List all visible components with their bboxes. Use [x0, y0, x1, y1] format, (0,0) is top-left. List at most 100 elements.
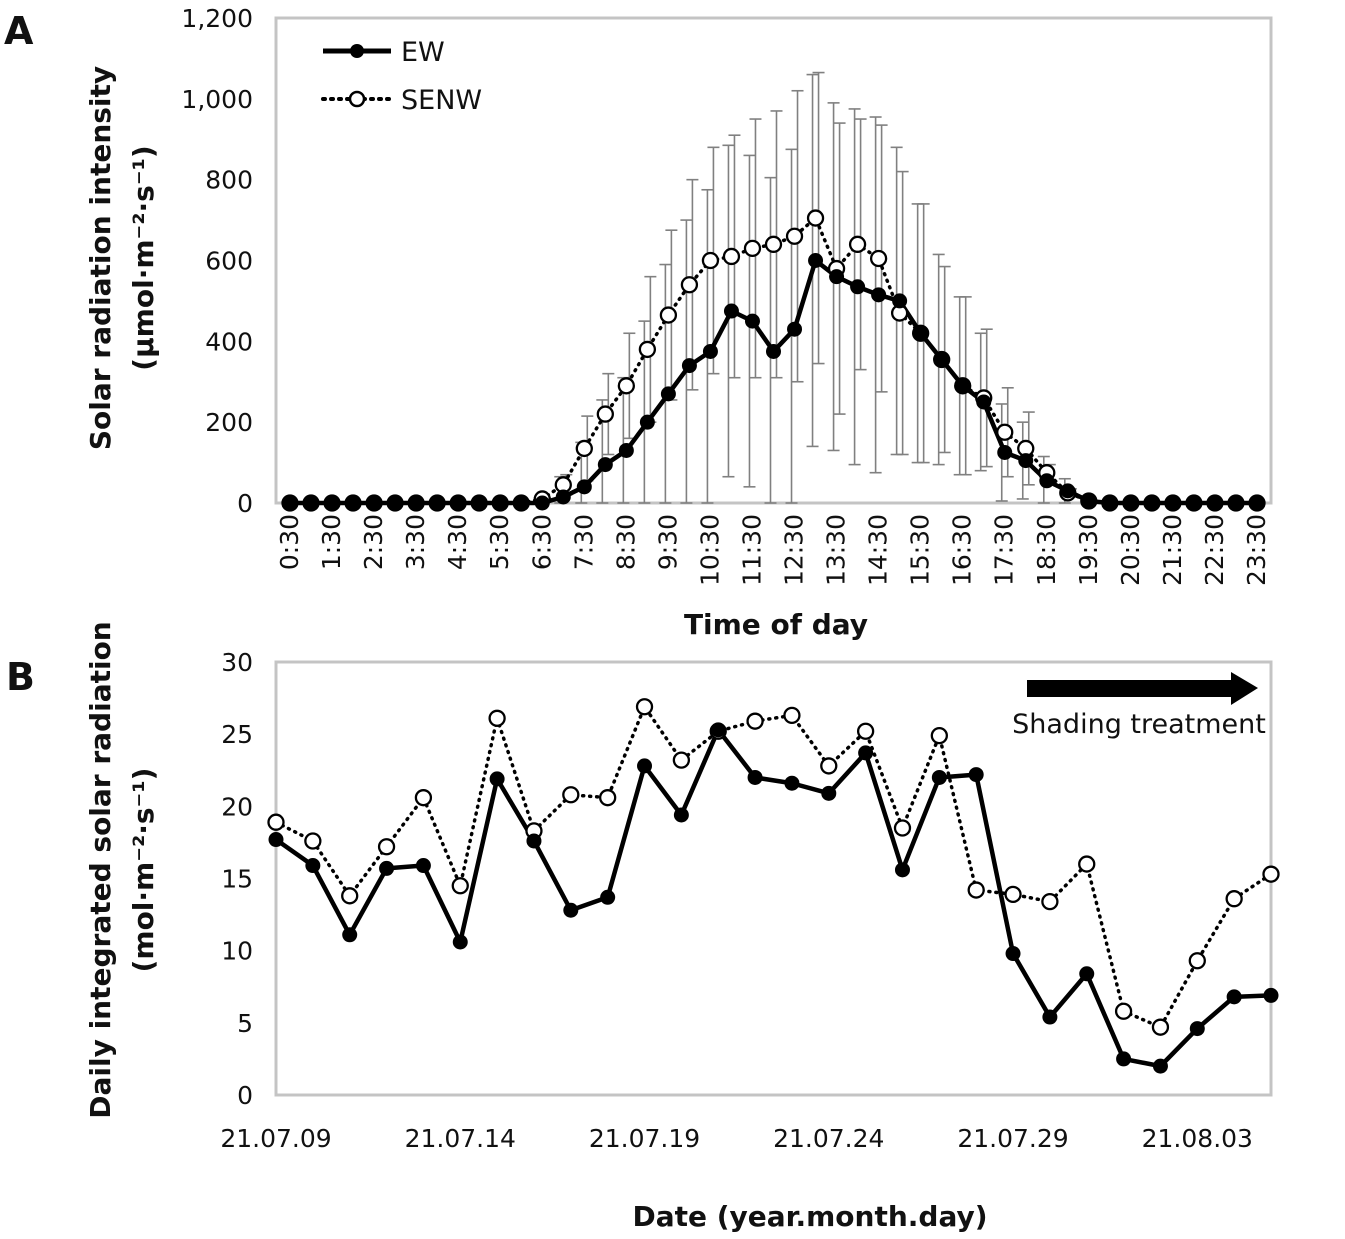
panel-a-ew-point: [702, 343, 718, 359]
panel-b-letter: B: [6, 655, 35, 699]
shading-arrow-shaft: [1027, 680, 1233, 697]
panel-a-ew-point: [955, 378, 971, 394]
panel-b-senw-point: [856, 722, 875, 740]
panel-a-ew-point: [681, 358, 697, 374]
panel-a-chart: 0 200 400 600 800 1,000 1,200 0:30 1:30 2:30 3:30…: [84, 4, 1273, 641]
panel-b-x-tick-label: 21.07.19: [589, 1124, 700, 1153]
panel-b-ew-point: [894, 862, 910, 878]
panel-a-x-tick-label: 3:30: [401, 514, 430, 570]
shading-treatment-label: Shading treatment: [1012, 709, 1266, 740]
panel-b-y-tick-label: 15: [221, 865, 253, 894]
panel-b-ew-point: [747, 769, 763, 785]
panel-b-x-tick-label: 21.07.29: [957, 1124, 1068, 1153]
panel-a-senw-point: [848, 235, 867, 253]
panel-a-ew-point: [1165, 495, 1181, 511]
panel-a-x-tick-label: 19:30: [1074, 514, 1103, 586]
panel-b-senw-point: [488, 709, 506, 727]
panel-a-senw-point: [596, 405, 614, 423]
panel-b-ew-point: [379, 860, 395, 876]
panel-a-ew-point: [282, 495, 298, 511]
panel-b-senw-point: [672, 751, 691, 769]
panel-a-ew-point: [1249, 495, 1265, 511]
panel-a-ew-point: [744, 313, 760, 329]
panel-b-senw-point: [451, 877, 469, 895]
panel-a-senw-point: [617, 377, 635, 395]
panel-b-senw-point: [377, 838, 396, 856]
panel-b-x-axis-title: Date (year.month.day): [632, 1200, 987, 1233]
panel-a-ew-point: [934, 352, 950, 368]
panel-a-x-tick-label: 4:30: [443, 514, 472, 570]
panel-b-x-tick-label: 21.07.09: [220, 1124, 331, 1153]
panel-a-ew-point: [787, 321, 803, 337]
panel-a-senw-point: [722, 247, 741, 266]
panel-b-senw-point: [967, 881, 985, 899]
panel-b-senw-point: [746, 712, 764, 730]
panel-b-ew-point: [784, 775, 800, 791]
panel-a-ew-point: [345, 495, 361, 511]
panel-a-ew-point: [303, 495, 319, 511]
panel-a-x-tick-label: 15:30: [906, 514, 935, 586]
panel-b-senw-point: [820, 757, 838, 775]
panel-a-ew-point: [618, 442, 634, 458]
panel-b-y-tick-label: 30: [221, 648, 253, 677]
panel-b-senw-point: [930, 726, 948, 745]
panel-b-ew-point: [858, 745, 874, 761]
panel-a-ew-point: [829, 269, 845, 285]
panel-b-ew-point: [1079, 966, 1095, 982]
panel-a-legend: EW SENW: [321, 37, 482, 116]
panel-a-x-tick-label: 20:30: [1116, 514, 1145, 586]
panel-a-ew-point: [723, 303, 739, 319]
panel-b-ew-point: [268, 832, 284, 848]
panel-a-x-tick-label: 8:30: [611, 514, 640, 570]
panel-a-letter: A: [4, 9, 34, 53]
panel-a-ew-point: [1018, 453, 1034, 469]
panel-b-senw-point: [893, 819, 912, 837]
panel-b-senw-point: [635, 698, 654, 716]
panel-a-x-tick-label: 11:30: [737, 514, 766, 586]
panel-b-ew-point: [1116, 1051, 1132, 1067]
panel-a-ew-point: [997, 444, 1013, 460]
panel-a-ew-point: [1228, 495, 1244, 511]
panel-b-ew-point: [1263, 987, 1279, 1003]
panel-a-ew-point: [576, 479, 592, 495]
panel-a-senw-point: [743, 239, 762, 258]
panel-b-senw-point: [267, 813, 285, 831]
panel-a-ew-point: [850, 279, 866, 295]
panel-b-ew-point: [600, 889, 616, 905]
panel-b-ew-point: [1005, 946, 1021, 962]
panel-b-ew-point: [673, 807, 689, 823]
panel-a-ew-point: [408, 495, 424, 511]
panel-a-data-points: [281, 209, 1266, 512]
legend-senw-marker: [348, 90, 366, 108]
panel-a-ew-point: [387, 495, 403, 511]
panel-a-senw-point: [680, 276, 699, 294]
panel-a-senw-point: [869, 249, 888, 268]
panel-b-ew-point: [305, 858, 321, 874]
panel-a-ew-point: [871, 287, 887, 303]
panel-a-y-tick-label: 0: [237, 489, 253, 518]
panel-b-y-tick-label: 25: [221, 720, 253, 749]
panel-a-x-tick-label: 1:30: [317, 514, 346, 570]
panel-b-x-tick-labels: 21.07.09 21.07.14 21.07.19 21.07.24 21.07.29…: [220, 1124, 1253, 1153]
panel-a-senw-point: [638, 340, 657, 359]
panel-a-x-tick-label: 10:30: [695, 514, 724, 586]
panel-a-x-tick-label: 7:30: [569, 514, 598, 570]
panel-a-y-tick-label: 800: [205, 166, 253, 195]
panel-a-x-tick-label: 16:30: [948, 514, 977, 586]
panel-b-ew-point: [821, 785, 837, 801]
panel-b-senw-point: [599, 789, 617, 807]
panel-a-x-tick-label: 0:30: [275, 514, 304, 570]
panel-a-senw-point: [996, 423, 1014, 441]
panel-b-senw-point: [414, 789, 433, 807]
panel-b-senw-point: [1225, 890, 1243, 908]
panel-b-ew-point: [710, 722, 726, 738]
panel-b-senw-point: [1004, 885, 1022, 904]
panel-b-senw-point: [1041, 892, 1059, 911]
panel-a-ew-point: [555, 489, 571, 505]
panel-b-y-axis-title-line2: (mol·m⁻²·s⁻¹): [127, 768, 160, 973]
panel-b-y-tick-label: 5: [237, 1009, 253, 1038]
panel-a-ew-point: [639, 414, 655, 430]
panel-a-ew-point: [492, 495, 508, 511]
panel-b-y-tick-label: 20: [221, 792, 253, 821]
